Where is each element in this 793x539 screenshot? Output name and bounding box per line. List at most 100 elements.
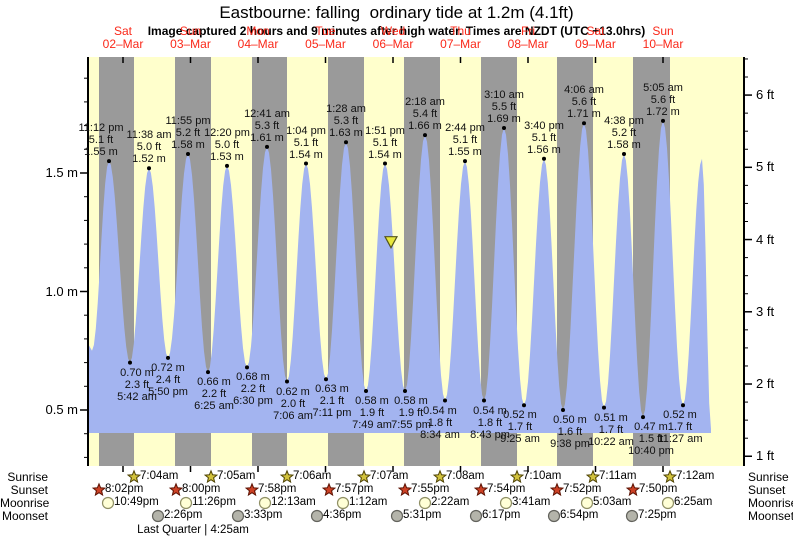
low-tide-label: 0.51 m 1.7 ft 10:22 am	[588, 411, 634, 448]
moonrise-circle-icon	[499, 496, 513, 510]
high-tide-label: 11:55 pm 5.2 ft 1.58 m	[165, 115, 211, 152]
sunset-time: 7:58pm	[258, 483, 297, 495]
sunset-star-icon	[625, 482, 641, 497]
low-tide-dot	[443, 398, 447, 403]
sunrise-time: 7:04am	[140, 470, 179, 482]
moonset-row-label-right: Moonset	[748, 509, 793, 523]
high-tide-dot	[622, 152, 626, 157]
low-tide-dot	[245, 365, 249, 370]
low-tide-dot	[403, 389, 407, 394]
left-axis-line	[87, 57, 89, 466]
moonrise-circle-icon	[258, 496, 272, 510]
low-tide-dot	[561, 408, 565, 412]
high-tide-dot	[502, 125, 506, 130]
moonset-row-label-left: Moonset	[1, 509, 48, 523]
sunrise-star-icon	[126, 469, 142, 484]
moonrise-time: 10:49pm	[114, 496, 159, 508]
sunrise-time: 7:08am	[446, 470, 485, 482]
moonset-time: 7:25pm	[638, 509, 677, 521]
moonset-circle-icon	[310, 509, 324, 523]
day-label: Sun 03–Mar	[170, 24, 211, 51]
low-tide-label: 0.66 m 2.2 ft 6:25 am	[194, 376, 234, 413]
low-tide-label: 0.52 m 1.7 ft 9:25 am	[500, 409, 540, 446]
day-label: Sun 10–Mar	[642, 24, 684, 51]
high-tide-label: 11:12 pm 5.1 ft 1.55 m	[78, 122, 124, 159]
sunset-star-icon	[91, 482, 107, 497]
moonrise-time: 6:25am	[674, 496, 713, 508]
right-axis-line	[743, 57, 745, 466]
high-tide-dot	[463, 159, 467, 164]
high-tide-label: 4:06 am 5.6 ft 1.71 m	[564, 84, 604, 121]
sunset-row-label-right: Sunset	[748, 483, 786, 497]
low-tide-dot	[522, 403, 526, 408]
sunrise-star-icon	[585, 469, 601, 484]
sunset-row-label-left: Sunset	[10, 483, 48, 497]
low-tide-label: 0.54 m 1.8 ft 8:34 am	[420, 404, 460, 441]
moonset-time: 4:36pm	[323, 509, 362, 521]
moonrise-row-label-left: Moonrise	[0, 496, 50, 510]
low-tide-dot	[482, 398, 486, 403]
high-tide-dot	[186, 152, 190, 157]
sunrise-time: 7:10am	[523, 470, 562, 482]
sunset-time: 7:55pm	[411, 483, 450, 495]
low-tide-dot	[324, 377, 328, 382]
sunrise-row-label-left: Sunrise	[7, 470, 48, 484]
high-tide-label: 1:51 pm 5.1 ft 1.54 m	[365, 124, 405, 161]
sunset-star-icon	[321, 482, 337, 497]
low-tide-label: 0.54 m 1.8 ft 8:43 pm	[470, 404, 510, 441]
low-tide-label: 0.72 m 2.4 ft 5:50 pm	[148, 361, 188, 398]
moonset-circle-icon	[547, 509, 561, 523]
low-tide-label: 0.50 m 1.6 ft 9:38 pm	[550, 414, 590, 450]
current-tide-marker-icon	[383, 236, 399, 249]
moonrise-circle-icon	[336, 496, 350, 510]
high-tide-label: 5:05 am 5.6 ft 1.72 m	[643, 81, 683, 118]
sunrise-time: 7:12am	[676, 470, 715, 482]
day-label: Sat 02–Mar	[102, 24, 144, 51]
high-tide-label: 3:10 am 5.5 ft 1.69 m	[484, 88, 524, 125]
sunrise-star-icon	[203, 469, 219, 484]
high-tide-dot	[265, 144, 269, 149]
moonset-time: 3:33pm	[244, 509, 283, 521]
right-axis-label: 6 ft	[756, 87, 775, 103]
moonrise-time: 12:13am	[271, 496, 316, 508]
moonrise-time: 5:03am	[593, 496, 632, 508]
low-tide-label: 0.52 m 1.7 ft 11:27 am	[657, 409, 703, 446]
right-axis-label: 2 ft	[756, 376, 775, 392]
moonrise-circle-icon	[101, 496, 115, 510]
low-tide-dot	[602, 405, 606, 410]
sunset-time: 7:52pm	[563, 483, 602, 495]
moonset-time: 6:54pm	[560, 509, 599, 521]
low-tide-dot	[681, 403, 685, 408]
sunrise-time: 7:05am	[217, 470, 256, 482]
day-label: Fri 08–Mar	[507, 24, 549, 51]
sunset-time: 7:57pm	[335, 483, 374, 495]
moonrise-time: 2:22am	[431, 496, 470, 508]
high-tide-dot	[423, 133, 427, 138]
right-axis-label: 5 ft	[756, 159, 775, 175]
moonrise-circle-icon	[661, 496, 675, 510]
moonrise-row-label-right: Moonrise	[748, 496, 793, 510]
day-label: Wed 06–Mar	[372, 24, 414, 51]
high-tide-label: 2:18 am 5.4 ft 1.66 m	[405, 96, 445, 133]
moonrise-time: 11:26pm	[192, 496, 236, 508]
high-tide-dot	[225, 163, 229, 168]
low-tide-label: 0.47 m 1.5 ft 10:40 pm	[628, 421, 674, 458]
moonset-circle-icon	[231, 509, 245, 523]
moonset-time: 2:26pm	[164, 509, 203, 521]
moonset-circle-icon	[390, 509, 404, 523]
moonset-time: 5:31pm	[403, 509, 442, 521]
sunrise-time: 7:11am	[599, 470, 637, 482]
chart-subtitle: Image captured 2 hours and 9 minutes aft…	[147, 24, 646, 38]
moonrise-time: 1:12am	[349, 496, 388, 508]
low-tide-dot	[641, 415, 645, 420]
sunrise-star-icon	[509, 469, 525, 484]
low-tide-dot	[166, 355, 170, 360]
high-tide-label: 12:20 pm 5.0 ft 1.53 m	[204, 126, 250, 163]
high-tide-dot	[582, 121, 586, 126]
left-axis-label: 1.0 m	[45, 283, 78, 299]
high-tide-label: 2:44 pm 5.1 ft 1.55 m	[445, 122, 485, 159]
low-tide-dot	[206, 370, 210, 375]
sunrise-star-icon	[356, 469, 372, 484]
